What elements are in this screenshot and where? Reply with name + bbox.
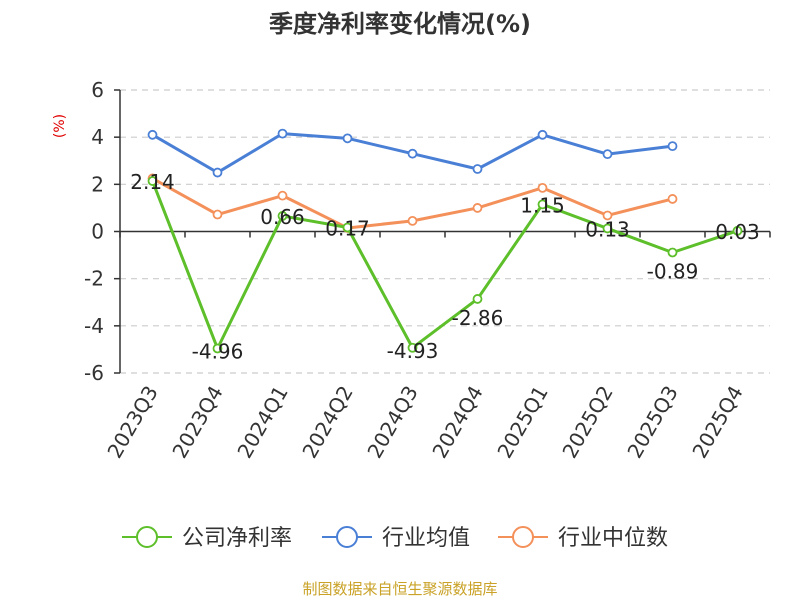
x-tick-label: 2024Q4 (427, 382, 487, 463)
legend-label: 公司净利率 (182, 526, 292, 551)
data-point (472, 203, 483, 213)
data-point (277, 190, 288, 201)
y-tick-label: 6 (91, 78, 104, 102)
data-point (277, 211, 288, 221)
series (147, 128, 743, 354)
x-tick-label: 2024Q3 (362, 382, 422, 463)
data-point (667, 194, 678, 204)
data-point (602, 149, 613, 160)
grid (120, 89, 770, 374)
y-tick-label: -6 (84, 361, 104, 385)
data-point (537, 129, 548, 140)
data-label: 0.17 (325, 216, 370, 240)
data-label: 2.14 (130, 170, 175, 194)
y-tick-label: -2 (84, 267, 104, 291)
data-point (602, 223, 613, 234)
data-label: 0.66 (260, 205, 305, 229)
data-point (212, 167, 223, 178)
y-tick-label: 4 (91, 125, 104, 149)
data-point (472, 164, 483, 174)
legend-marker (336, 526, 358, 548)
data-point (212, 209, 223, 220)
data-point (667, 247, 678, 258)
data-label: -2.86 (452, 306, 504, 330)
data-point (147, 176, 158, 186)
data-point (212, 343, 223, 354)
x-tick-label: 2025Q4 (687, 382, 747, 463)
x-tick-label: 2023Q3 (102, 382, 162, 463)
y-axis-unit: (%) (52, 114, 68, 138)
data-point (732, 225, 743, 236)
data-point (277, 128, 288, 139)
legend-label: 行业中位数 (558, 526, 668, 551)
data-label: -0.89 (647, 259, 699, 283)
x-tick-label: 2025Q1 (492, 382, 552, 463)
data-label: 1.15 (520, 193, 565, 217)
data-label: 0.13 (585, 217, 630, 241)
data-point (537, 182, 548, 193)
x-tick-label: 2024Q2 (297, 382, 357, 463)
chart-title: 季度净利率变化情况(%) (269, 10, 531, 38)
x-tick-label: 2025Q2 (557, 382, 617, 463)
data-point (667, 141, 678, 152)
legend-label: 行业均值 (382, 526, 470, 551)
legend: 公司净利率 行业均值 行业中位数 (122, 526, 668, 551)
legend-marker (512, 526, 534, 548)
y-tick-label: 2 (91, 172, 104, 196)
source-note: 制图数据来自恒生聚源数据库 (302, 580, 497, 598)
data-point (342, 222, 353, 233)
data-label: -4.96 (192, 339, 244, 363)
legend-marker (136, 526, 158, 548)
data-point (342, 133, 353, 144)
x-tick-label: 2024Q1 (232, 382, 292, 463)
data-labels: 2.14 -4.96 0.66 0.17 -4.93 -2.86 1.15 0.13 -0.89… (130, 170, 760, 363)
data-point (407, 342, 418, 353)
data-point (537, 199, 548, 210)
data-point (407, 148, 418, 159)
data-label: 0.03 (715, 220, 760, 244)
data-label: -4.93 (387, 339, 439, 363)
x-tick-label: 2023Q4 (167, 382, 227, 463)
data-point (472, 294, 483, 304)
data-point (147, 129, 158, 140)
y-tick-label: 0 (91, 220, 104, 244)
y-tick-label: -4 (84, 314, 104, 338)
series-line (151, 180, 738, 350)
x-tick-label: 2025Q3 (622, 382, 682, 463)
data-point (602, 210, 613, 221)
data-point (407, 215, 418, 226)
